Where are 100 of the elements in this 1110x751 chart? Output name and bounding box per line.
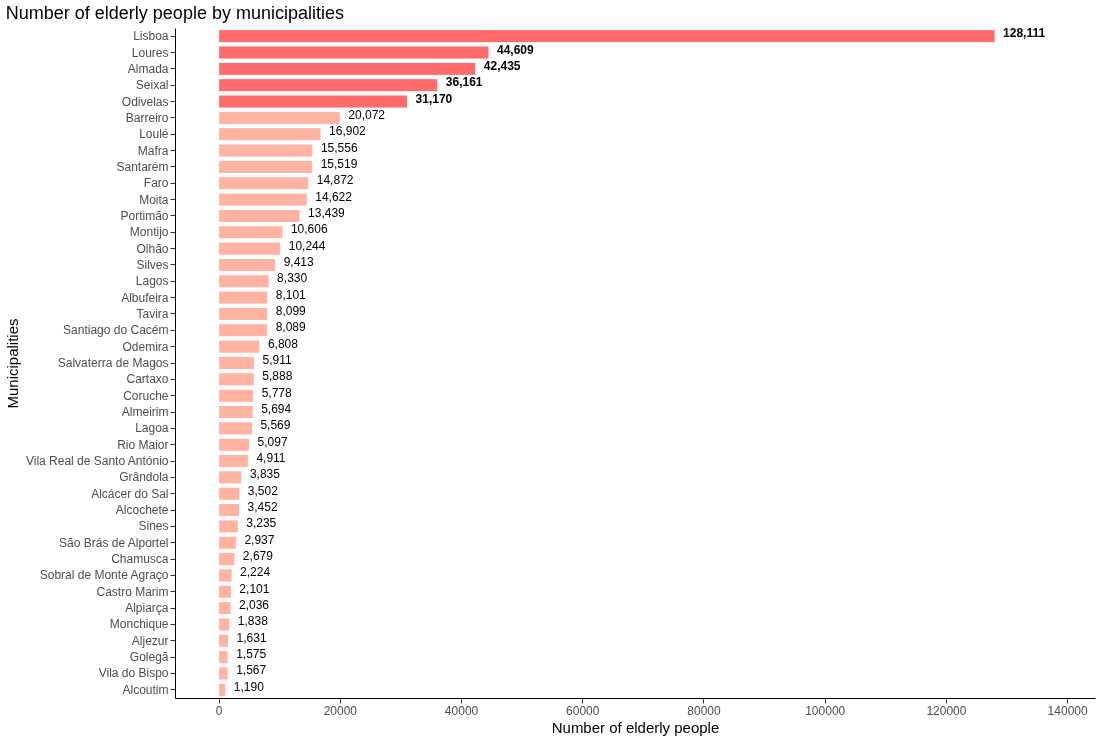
y-tick-label: Alcácer do Sal	[91, 486, 169, 501]
y-tick-label: Barreiro	[125, 110, 169, 125]
y-tick-label: Odemira	[122, 339, 169, 354]
data-label: 2,937	[244, 532, 275, 547]
bar	[218, 225, 284, 240]
bar	[218, 192, 308, 207]
y-tick-label: Portimão	[120, 208, 169, 223]
data-label: 13,439	[308, 205, 346, 220]
data-label: 15,556	[320, 140, 358, 155]
data-label: 36,161	[445, 75, 483, 90]
data-label: 1,631	[236, 630, 267, 645]
data-label: 3,835	[249, 467, 281, 482]
bar	[218, 404, 254, 420]
y-tick-label: Santiago do Cacém	[63, 323, 169, 338]
bar	[218, 421, 253, 436]
data-label: 4,911	[256, 451, 286, 466]
bar	[218, 470, 243, 485]
bar	[218, 568, 233, 583]
data-label: 5,888	[262, 369, 293, 384]
y-tick-label: Vila do Bispo	[98, 666, 169, 681]
data-label: 9,413	[283, 254, 315, 269]
x-axis-title: Number of elderly people	[551, 718, 720, 736]
bar	[218, 535, 237, 550]
data-label: 1,575	[236, 647, 267, 662]
y-tick-label: Loulé	[139, 127, 169, 142]
bar	[218, 437, 251, 452]
x-tick-label: 100000	[805, 703, 846, 718]
data-label: 8,089	[275, 320, 307, 335]
chart-title: Number of elderly people by municipalities	[5, 3, 344, 24]
y-tick-label: Mafra	[137, 143, 169, 158]
bar	[218, 519, 239, 534]
y-axis-title: Municipalities	[4, 318, 22, 409]
y-tick-label: Moita	[139, 192, 169, 207]
y-tick-label: Vila Real de Santo António	[25, 454, 169, 469]
data-label: 5,694	[261, 402, 292, 417]
y-tick-label: Albufeira	[121, 290, 169, 305]
bar	[218, 617, 231, 632]
y-tick-label: Seixal	[135, 78, 169, 93]
bar	[218, 454, 249, 469]
y-tick-label: Golegã	[129, 650, 169, 665]
data-label: 31,170	[415, 91, 453, 106]
bar	[218, 208, 301, 223]
data-label: 20,072	[348, 107, 386, 122]
y-tick-label: Lagos	[135, 274, 169, 289]
y-tick-label: Faro	[143, 176, 169, 191]
data-label: 8,099	[275, 303, 307, 318]
y-tick-label: Rio Maior	[117, 437, 169, 452]
data-label: 14,872	[316, 173, 354, 188]
y-tick-label: Montijo	[129, 225, 169, 240]
bar	[218, 666, 229, 681]
bar	[218, 601, 232, 616]
bar	[218, 143, 314, 158]
data-label: 15,519	[320, 156, 358, 171]
data-label: 10,244	[288, 238, 326, 253]
y-tick-label: Odivelas	[121, 94, 169, 109]
bar	[218, 355, 255, 371]
data-label: 8,330	[277, 271, 308, 286]
y-tick-label: Loures	[131, 45, 169, 60]
y-tick-label: Lagoa	[135, 421, 169, 436]
bar	[218, 94, 409, 109]
data-label: 6,808	[267, 336, 299, 351]
data-label: 44,609	[496, 42, 535, 57]
y-tick-label: Salvaterra de Magos	[57, 356, 169, 370]
data-label: 2,101	[239, 581, 270, 596]
y-tick-label: Sobral de Monte Agraço	[39, 568, 169, 583]
data-label: 1,567	[236, 663, 267, 678]
data-label: 16,902	[329, 124, 367, 139]
y-tick-label: Olhão	[136, 241, 169, 256]
y-tick-label: Castro Marim	[96, 584, 169, 599]
y-tick-label: Alcoutim	[122, 682, 169, 697]
data-label: 8,101	[275, 287, 307, 302]
bar	[218, 241, 282, 256]
bar	[218, 257, 277, 272]
y-tick-label: Almeirim	[121, 405, 169, 420]
bar	[218, 633, 230, 648]
x-tick-label: 20000	[323, 703, 358, 718]
y-tick-label: Coruche	[123, 388, 169, 403]
bar	[218, 61, 477, 76]
bar	[218, 29, 996, 44]
bar	[218, 45, 490, 60]
bar	[218, 552, 236, 567]
data-label: 3,502	[247, 483, 279, 498]
bar	[218, 127, 322, 142]
bar	[218, 584, 232, 599]
data-label: 3,235	[246, 516, 277, 531]
data-label: 1,838	[237, 614, 269, 629]
bar	[218, 274, 270, 289]
x-tick-label: 60000	[566, 703, 600, 718]
x-tick-label: 120000	[926, 703, 967, 718]
data-label: 128,111	[1003, 26, 1046, 41]
bar	[218, 306, 269, 322]
y-tick-label: Alcochete	[115, 503, 169, 518]
x-tick-label: 80000	[687, 703, 721, 718]
y-tick-label: Grândola	[119, 470, 169, 485]
data-label: 42,435	[483, 58, 521, 73]
bar	[218, 503, 241, 518]
bar	[218, 159, 314, 174]
bar	[218, 290, 269, 305]
y-tick-label: Silves	[136, 257, 169, 272]
data-label: 2,036	[238, 598, 270, 613]
